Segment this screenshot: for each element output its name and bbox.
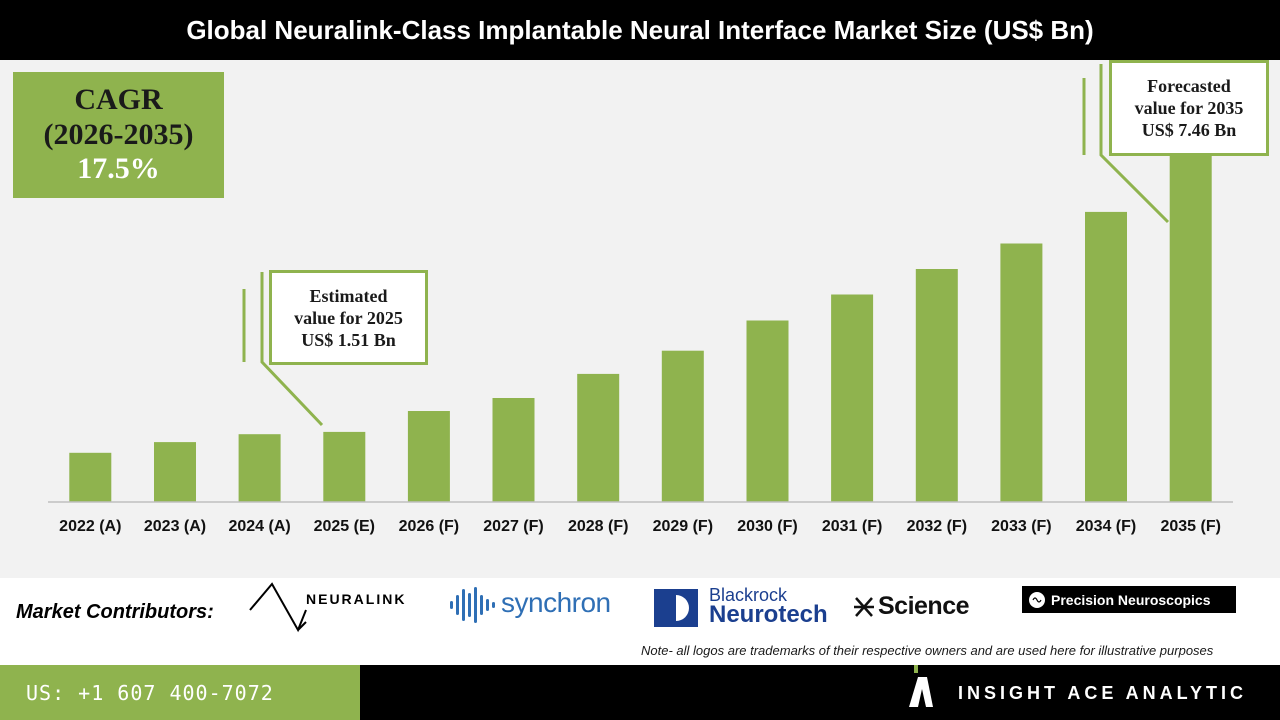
bar-8 xyxy=(746,320,789,502)
bar-1 xyxy=(154,442,196,502)
x-tick-label-1: 2023 (A) xyxy=(144,518,206,535)
brain-icon xyxy=(1029,591,1045,608)
science-logo: Science xyxy=(852,590,974,624)
bar-10 xyxy=(915,269,958,502)
forecast-callout-connector xyxy=(1099,64,1170,224)
bar-7 xyxy=(661,350,704,502)
synchron-wave-icon xyxy=(450,587,495,623)
cagr-period: (2026-2035) xyxy=(43,117,194,151)
bar-3 xyxy=(323,431,366,502)
synchron-logo-text: synchron xyxy=(501,587,611,618)
forecast-callout-line2: value for 2035 xyxy=(1134,98,1244,118)
forecast-callout-line1: Forecasted xyxy=(1147,76,1231,96)
cagr-label: CAGR xyxy=(74,83,163,117)
x-tick-label-0: 2022 (A) xyxy=(59,518,121,535)
estimated-callout-connector xyxy=(260,272,324,427)
footer-brand-bar xyxy=(360,665,1280,720)
trademark-note: Note- all logos are trademarks of their … xyxy=(641,643,1214,658)
bar-4 xyxy=(407,411,450,502)
x-tick-label-9: 2031 (F) xyxy=(822,518,882,535)
bar-5 xyxy=(492,398,535,502)
neuralink-logo: NEURALINK xyxy=(248,582,408,636)
x-tick-label-10: 2032 (F) xyxy=(907,518,967,535)
x-tick-labels: 2022 (A) 2023 (A) 2024 (A) 2025 (E) 2026 (F)… xyxy=(59,518,1221,535)
science-mark-icon xyxy=(854,597,874,617)
bar-13 xyxy=(1169,155,1212,503)
bars-group xyxy=(69,155,1212,503)
x-tick-label-3: 2025 (E) xyxy=(314,518,375,535)
blackrock-neurotech-logo: Blackrock Neurotech xyxy=(652,586,830,630)
footer-brand-name: INSIGHT ACE ANALYTIC xyxy=(958,683,1248,703)
bar-12 xyxy=(1085,211,1127,502)
x-tick-label-7: 2029 (F) xyxy=(653,518,713,535)
bar-chart: 2022 (A) 2023 (A) 2024 (A) 2025 (E) 2026 (F)… xyxy=(48,64,1233,535)
neuralink-logo-text: NEURALINK xyxy=(306,591,407,607)
bar-2 xyxy=(238,434,281,502)
blackrock-mark-icon xyxy=(654,589,698,627)
cagr-box: CAGR (2026-2035) 17.5% xyxy=(13,72,224,198)
insight-ace-logo-icon xyxy=(909,665,933,707)
forecast-callout-line3: US$ 7.46 Bn xyxy=(1141,120,1237,140)
bar-9 xyxy=(831,294,874,502)
forecast-value-callout: Forecasted value for 2035 US$ 7.46 Bn xyxy=(1109,60,1269,156)
chart-title: Global Neuralink-Class Implantable Neura… xyxy=(0,0,1280,60)
bar-11 xyxy=(1000,243,1043,502)
estimated-value-callout: Estimated value for 2025 US$ 1.51 Bn xyxy=(269,270,428,365)
estimated-callout-line3: US$ 1.51 Bn xyxy=(301,329,396,350)
synchron-logo: synchron xyxy=(448,585,614,625)
x-tick-label-4: 2026 (F) xyxy=(399,518,459,535)
x-tick-label-8: 2030 (F) xyxy=(737,518,797,535)
x-tick-label-6: 2028 (F) xyxy=(568,518,628,535)
bar-6 xyxy=(577,373,620,502)
cagr-value: 17.5% xyxy=(77,152,160,186)
precision-logo-text: Precision Neuroscopics xyxy=(1051,591,1211,608)
blackrock-logo-text-2: Neurotech xyxy=(709,601,828,628)
footer-phone: US: +1 607 400-7072 xyxy=(0,665,360,720)
estimated-callout-line2: value for 2025 xyxy=(294,307,403,328)
bar-0 xyxy=(69,452,112,502)
x-tick-label-12: 2034 (F) xyxy=(1076,518,1136,535)
science-logo-text: Science xyxy=(878,592,970,620)
precision-neuroscopics-logo: Precision Neuroscopics xyxy=(1022,586,1236,613)
x-tick-label-2: 2024 (A) xyxy=(228,518,290,535)
estimated-callout-line1: Estimated xyxy=(309,285,388,306)
contributors-label: Market Contributors: xyxy=(16,601,214,623)
blackrock-logo-text-1: Blackrock xyxy=(709,585,788,605)
x-tick-label-11: 2033 (F) xyxy=(991,518,1051,535)
x-tick-label-5: 2027 (F) xyxy=(483,518,543,535)
neuralink-mark-icon xyxy=(249,582,307,633)
x-tick-label-13: 2035 (F) xyxy=(1160,518,1220,535)
